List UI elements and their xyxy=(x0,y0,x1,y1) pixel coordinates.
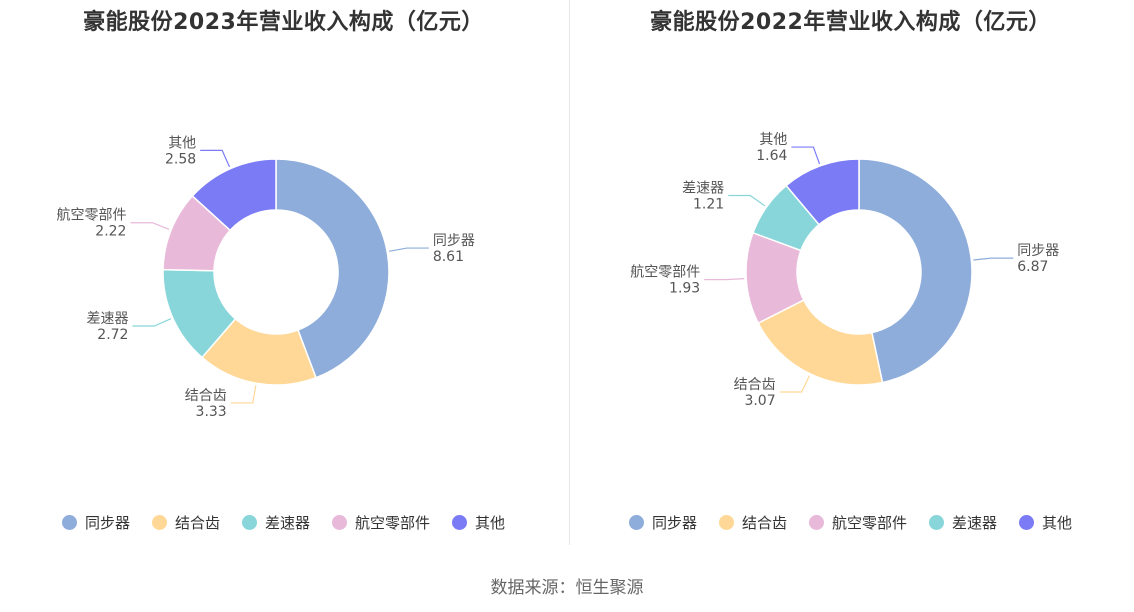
leader-line xyxy=(230,385,257,404)
legend-swatch xyxy=(808,515,824,530)
slice-value-label: 1.21 xyxy=(693,197,724,213)
legend-label: 同步器 xyxy=(84,514,130,532)
legend-label: 差速器 xyxy=(952,514,998,532)
legend-label: 其他 xyxy=(475,514,506,532)
slice-label: 结合齿 xyxy=(185,388,227,404)
legend-label: 差速器 xyxy=(264,514,310,532)
leader-line xyxy=(130,222,170,230)
legend-label: 航空零部件 xyxy=(831,514,907,532)
panel-divider xyxy=(569,0,570,545)
chart-title: 豪能股份2022年营业收入构成（亿元） xyxy=(650,10,1051,35)
legend-item[interactable]: 差速器 xyxy=(929,512,997,533)
legend-item[interactable]: 结合齿 xyxy=(718,512,787,533)
data-source-footer: 数据来源：恒生聚源 xyxy=(490,578,644,598)
slice-value-label: 2.72 xyxy=(97,327,128,343)
legend-swatch xyxy=(1019,515,1035,530)
leader-line xyxy=(200,149,231,168)
slice-label: 差速器 xyxy=(682,181,724,197)
slice-label: 同步器 xyxy=(1017,243,1059,259)
slice-value-label: 2.58 xyxy=(165,151,196,167)
slice-value-label: 3.07 xyxy=(744,393,775,409)
legend-item[interactable]: 航空零部件 xyxy=(808,512,907,533)
legend-item[interactable]: 结合齿 xyxy=(151,512,220,533)
slice-label: 差速器 xyxy=(86,311,128,327)
leader-line xyxy=(389,247,429,252)
slice-value-label: 1.93 xyxy=(669,281,700,297)
chart-legend: 同步器 结合齿 航空零部件 差速器 其他 xyxy=(567,512,1134,533)
legend-item[interactable]: 其他 xyxy=(1019,512,1072,533)
leader-line xyxy=(132,318,172,327)
legend-item[interactable]: 同步器 xyxy=(61,512,130,533)
legend-label: 结合齿 xyxy=(741,514,787,532)
chart-legend: 同步器 结合齿 差速器 航空零部件 其他 xyxy=(0,512,567,533)
legend-swatch xyxy=(332,515,347,530)
slice-label: 结合齿 xyxy=(734,377,776,393)
pie-slice xyxy=(275,158,390,379)
slice-value-label: 2.22 xyxy=(95,224,126,240)
legend-label: 结合齿 xyxy=(174,514,220,532)
legend-swatch xyxy=(628,515,644,530)
slice-value-label: 1.64 xyxy=(756,148,787,164)
leader-line xyxy=(973,257,1014,261)
legend-label: 其他 xyxy=(1042,514,1073,532)
leader-line xyxy=(704,278,745,281)
pie-slice xyxy=(191,158,277,232)
slice-value-label: 8.61 xyxy=(433,249,464,265)
legend-item[interactable]: 同步器 xyxy=(628,512,697,533)
leader-line xyxy=(791,146,821,165)
chart-panel-2022: 豪能股份2022年营业收入构成（亿元） 同步器 6.87 结合齿 3.07 航空零部件 1… xyxy=(567,0,1134,545)
legend-swatch xyxy=(452,515,468,530)
legend-swatch xyxy=(61,515,77,530)
legend-swatch xyxy=(151,515,167,530)
legend-swatch xyxy=(718,515,734,530)
slice-value-label: 6.87 xyxy=(1017,259,1048,275)
slice-label: 同步器 xyxy=(433,233,475,249)
pie-slice xyxy=(858,158,973,384)
slice-label: 航空零部件 xyxy=(56,208,126,224)
legend-label: 航空零部件 xyxy=(355,514,431,532)
leader-line xyxy=(779,375,810,393)
legend-item[interactable]: 航空零部件 xyxy=(332,512,430,533)
legend-item[interactable]: 差速器 xyxy=(241,512,310,533)
legend-label: 同步器 xyxy=(651,514,697,532)
pie-slice xyxy=(785,158,860,226)
chart-panel-2023: 豪能股份2023年营业收入构成（亿元） 同步器 8.61 结合齿 3.33 差速器 2.7… xyxy=(0,0,567,545)
slice-label: 航空零部件 xyxy=(630,265,700,281)
slice-label: 其他 xyxy=(168,135,196,151)
chart-title: 豪能股份2023年营业收入构成（亿元） xyxy=(83,10,484,35)
slice-label: 其他 xyxy=(759,132,787,148)
slice-value-label: 3.33 xyxy=(196,404,227,420)
legend-swatch xyxy=(929,515,944,530)
leader-line xyxy=(728,194,766,207)
legend-item[interactable]: 其他 xyxy=(452,512,505,533)
legend-swatch xyxy=(241,515,257,530)
